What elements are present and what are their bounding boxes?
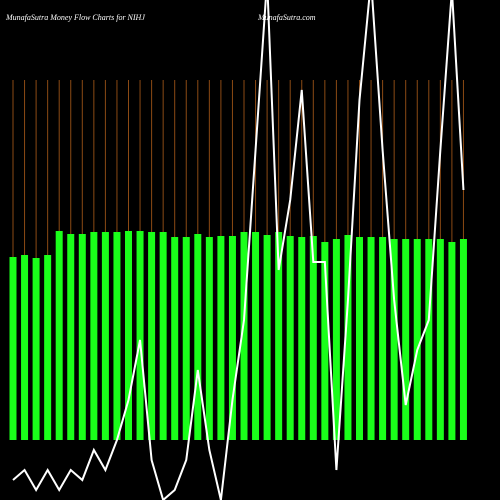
bar bbox=[55, 231, 63, 440]
bar bbox=[205, 237, 213, 440]
bar bbox=[194, 234, 202, 440]
chart-title: MunafaSutra Money Flow Charts for NIHJ bbox=[5, 13, 145, 22]
bar bbox=[459, 239, 467, 440]
bar bbox=[9, 257, 17, 440]
bar bbox=[171, 237, 179, 440]
bar bbox=[298, 237, 306, 440]
bar bbox=[344, 235, 352, 440]
bar bbox=[390, 239, 398, 440]
bar bbox=[332, 239, 340, 440]
bar bbox=[252, 232, 260, 440]
bar bbox=[90, 232, 98, 440]
bar bbox=[21, 255, 29, 440]
bar bbox=[32, 258, 40, 440]
bar bbox=[228, 236, 236, 440]
bar bbox=[113, 232, 121, 440]
bar bbox=[44, 255, 52, 440]
bar bbox=[356, 237, 363, 440]
bar bbox=[309, 236, 317, 440]
bar bbox=[402, 239, 410, 440]
bar bbox=[136, 231, 144, 440]
bar bbox=[436, 239, 444, 440]
bar bbox=[159, 232, 167, 440]
bar bbox=[217, 236, 225, 440]
bar bbox=[367, 237, 375, 440]
bar bbox=[148, 232, 156, 440]
bar bbox=[263, 235, 271, 440]
bar bbox=[379, 237, 387, 440]
bar bbox=[182, 237, 190, 440]
bar bbox=[240, 232, 248, 440]
bar bbox=[321, 242, 329, 440]
bar bbox=[78, 234, 86, 440]
money-flow-line bbox=[12, 0, 465, 500]
bar bbox=[286, 236, 294, 440]
bar bbox=[67, 234, 75, 440]
chart-subtitle: MunafaSutra.com bbox=[257, 13, 316, 22]
bar bbox=[125, 231, 132, 440]
bar bbox=[425, 239, 433, 440]
bar bbox=[413, 239, 421, 440]
bar bbox=[448, 242, 456, 440]
bar bbox=[101, 232, 109, 440]
bar bbox=[275, 232, 283, 440]
